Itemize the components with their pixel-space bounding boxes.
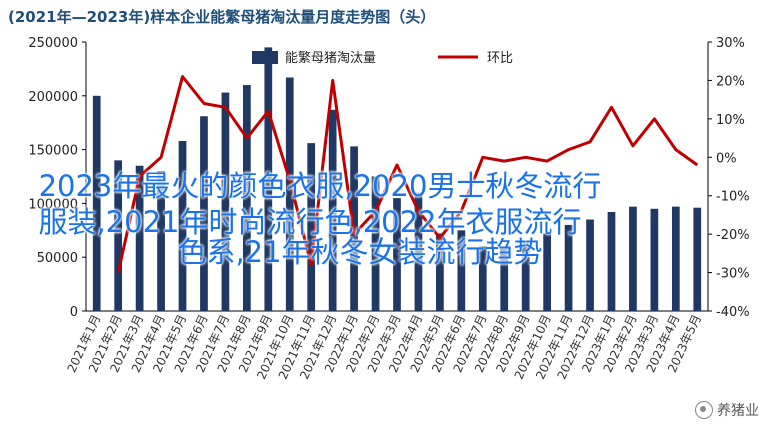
y-left-tick-label: 100000 (28, 197, 78, 212)
y-right-tick-label: 30% (716, 36, 745, 51)
bar (564, 224, 573, 311)
y-right-tick-label: 0% (716, 151, 737, 166)
overlay-line-2: 服装,2021年时尚流行色,2022年衣服流行 (38, 205, 582, 239)
y-left-tick-label: 250000 (28, 36, 78, 51)
line-series-环比 (116, 75, 699, 273)
bar (114, 160, 123, 311)
bar (457, 230, 466, 311)
bar (629, 206, 637, 311)
bar (607, 212, 616, 311)
bar (436, 233, 444, 311)
y-right-tick-label: 20% (716, 74, 745, 89)
overlay-line-3: 色系,21年秋冬女装流行趋势 (177, 235, 543, 269)
bar (307, 143, 316, 311)
bar (178, 140, 187, 311)
bar (500, 248, 509, 311)
y-right-tick-label: 10% (716, 113, 745, 128)
bar (264, 47, 273, 311)
bar (543, 233, 551, 311)
wechat-icon (695, 401, 713, 419)
bar (693, 207, 702, 311)
y-left-tick-label: 50000 (37, 251, 78, 266)
y-left-tick-label: 0 (70, 305, 78, 320)
y-right-tick-label: -30% (716, 267, 750, 282)
bar (478, 246, 487, 311)
bar (221, 92, 230, 312)
y-right-tick-label: -10% (716, 190, 750, 205)
bar (285, 77, 294, 312)
y-left-tick-label: 200000 (28, 90, 78, 105)
bar (371, 176, 380, 311)
chart-title: (2021年—2023年)样本企业能繁母猪淘汰量月度走势图（头） (8, 8, 436, 26)
bar (200, 116, 208, 311)
bar (650, 208, 659, 311)
y-right-tick-label: -40% (716, 305, 750, 320)
watermark-text: 养猪业 (717, 403, 759, 419)
bar (135, 165, 144, 311)
bar (92, 95, 101, 311)
watermark: 养猪业 (695, 400, 759, 420)
overlay-line-1: 2023年最火的颜色衣服,2020男士秋冬流行 (38, 169, 602, 203)
bar (671, 206, 680, 311)
bar (243, 85, 251, 311)
bar (157, 171, 165, 311)
bar (328, 109, 337, 312)
bar (521, 242, 530, 311)
legend-bar-swatch (252, 51, 278, 64)
bar (393, 198, 401, 311)
bar (414, 192, 423, 311)
legend-bar-label: 能繁母猪淘汰量 (285, 50, 376, 66)
bar (586, 219, 594, 311)
y-right-tick-label: -20% (716, 228, 750, 243)
legend-line-label: 环比 (487, 51, 513, 66)
y-left-tick-label: 150000 (28, 144, 78, 159)
